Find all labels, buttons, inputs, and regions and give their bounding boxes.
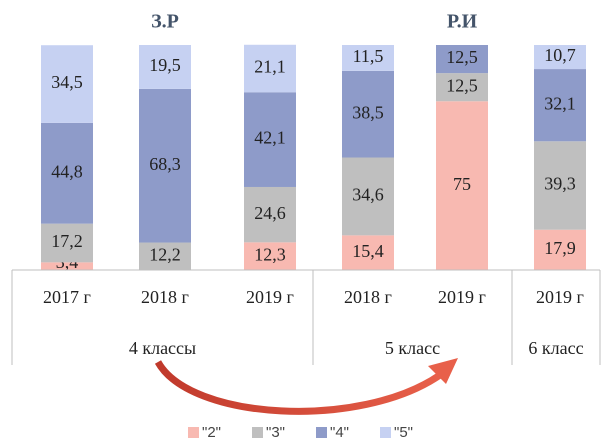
value-label: 21,1	[254, 57, 286, 77]
value-label: 39,3	[544, 174, 576, 194]
annotation: З.Р	[151, 11, 179, 33]
legend-label: "2"	[202, 424, 221, 441]
bar-segment	[436, 101, 488, 270]
legend-swatch	[380, 427, 391, 438]
legend-label: "3"	[266, 424, 285, 441]
value-label: 34,6	[352, 185, 384, 205]
bar-segment	[534, 69, 586, 142]
legend-label: "4"	[330, 424, 349, 441]
bar-segment	[244, 92, 296, 187]
bar-segment	[342, 157, 394, 236]
value-label: 34,5	[51, 72, 83, 92]
bar-segment	[244, 44, 296, 93]
bar-segment	[139, 45, 191, 89]
annotation: Р.И	[447, 11, 478, 33]
x-tick-label: 2019 г	[536, 287, 584, 307]
value-label: 17,9	[544, 238, 576, 258]
value-label: 32,1	[544, 93, 576, 113]
group-label: 6 класс	[528, 338, 583, 358]
bar-segment	[139, 242, 191, 270]
value-label: 19,5	[149, 55, 181, 75]
bar-segment	[244, 242, 296, 270]
value-label: 11,5	[353, 46, 384, 66]
legend-swatch	[188, 427, 199, 438]
bar-segment	[342, 45, 394, 71]
legend-label: "5"	[394, 424, 413, 441]
arrow	[154, 360, 442, 415]
bar-segment	[534, 229, 586, 270]
value-label: 42,1	[254, 128, 286, 148]
value-label: 38,5	[352, 102, 384, 122]
bar-segment	[534, 141, 586, 230]
value-label: 12,5	[446, 47, 478, 67]
bar-segment	[41, 262, 93, 270]
x-tick-label: 2018 г	[344, 287, 392, 307]
bar-segment	[342, 235, 394, 270]
bar-segment	[436, 45, 488, 74]
value-label: 75	[453, 174, 471, 194]
x-tick-label: 2018 г	[141, 287, 189, 307]
value-label: 12,5	[446, 75, 478, 95]
bar-segment	[139, 88, 191, 243]
value-label: 24,6	[254, 203, 286, 223]
arrow-head	[428, 358, 458, 384]
bar-segment	[534, 45, 586, 70]
legend-swatch	[316, 427, 327, 438]
bar-segment	[436, 73, 488, 102]
value-label: 17,2	[51, 231, 83, 251]
x-tick-label: 2019 г	[246, 287, 294, 307]
value-label: 68,3	[149, 154, 181, 174]
x-tick-label: 2019 г	[438, 287, 486, 307]
legend-swatch	[252, 427, 263, 438]
value-label: 12,3	[254, 244, 286, 264]
value-label: 10,7	[544, 45, 576, 65]
value-label: 12,2	[149, 244, 181, 264]
value-label: 44,8	[51, 161, 83, 181]
value-label: 15,4	[352, 241, 384, 261]
x-tick-label: 2017 г	[43, 287, 91, 307]
group-label: 4 классы	[129, 338, 196, 358]
bar-segment	[41, 223, 93, 263]
bar-segment	[41, 45, 93, 123]
bar-segment	[342, 70, 394, 158]
bar-segment	[244, 186, 296, 243]
group-label: 5 класс	[385, 338, 440, 358]
bar-segment	[41, 122, 93, 224]
